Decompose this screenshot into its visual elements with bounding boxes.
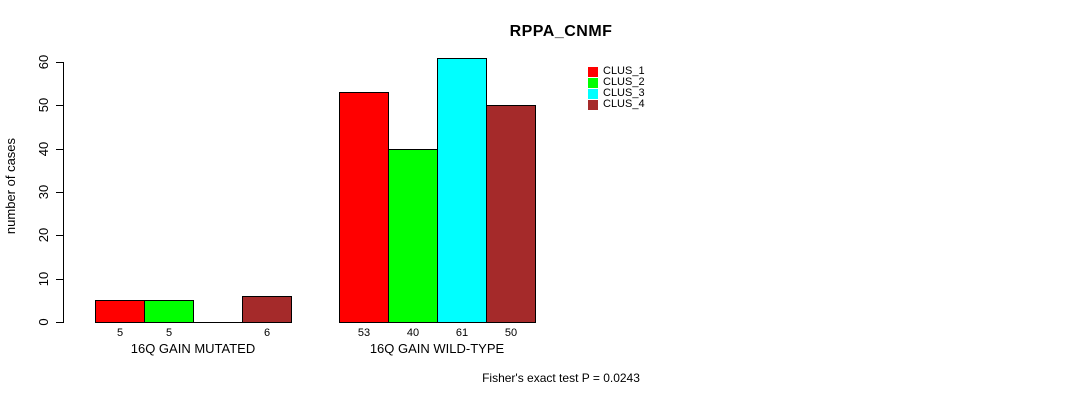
y-tick-label: 60 [36,54,51,70]
y-tick-label: 40 [36,141,51,157]
y-tick [56,105,63,106]
legend-row-clus_1: CLUS_1 [588,66,645,77]
bar-clus_2-mutated [144,300,194,323]
legend-label: CLUS_3 [603,87,645,99]
y-tick [56,235,63,236]
legend-label: CLUS_1 [603,65,645,77]
legend-swatch-clus_4 [588,99,598,110]
legend-row-clus_2: CLUS_2 [588,77,645,88]
legend-row-clus_4: CLUS_4 [588,99,645,110]
y-tick-label: 10 [36,271,51,287]
y-tick-label: 50 [36,97,51,113]
legend-swatch-clus_1 [588,66,598,77]
bar-clus_1-wildtype [339,92,389,323]
bar-value-label: 40 [406,327,420,339]
bar-clus_4-wildtype [486,105,536,323]
y-tick [56,192,63,193]
bar-clus_3-wildtype [437,58,487,323]
chart-title: RPPA_CNMF [509,23,613,40]
bar-clus_1-mutated [95,300,145,323]
y-tick [56,149,63,150]
legend-swatch-clus_2 [588,77,598,88]
y-axis-line [63,62,64,323]
legend-swatch-clus_3 [588,88,598,99]
y-axis-title: number of cases [3,137,18,235]
y-tick [56,62,63,63]
x-group-label: 16Q GAIN WILD-TYPE [369,341,505,356]
y-tick [56,322,63,323]
bar-clus_2-wildtype [388,149,438,323]
y-tick [56,279,63,280]
bar-value-label: 53 [357,327,371,339]
bar-value-label: 61 [455,327,469,339]
fisher-test-annotation: Fisher's exact test P = 0.0243 [482,371,640,385]
legend-row-clus_3: CLUS_3 [588,88,645,99]
legend-label: CLUS_4 [603,98,645,110]
bar-clus_4-mutated [242,296,292,323]
y-tick-label: 30 [36,184,51,200]
bar-value-label: 6 [263,327,271,339]
y-tick-label: 20 [36,227,51,243]
legend-label: CLUS_2 [603,76,645,88]
y-tick-label: 0 [36,318,51,326]
bar-clus_3-mutated-zero [193,322,243,323]
bar-value-label: 5 [165,327,173,339]
bar-value-label: 50 [504,327,518,339]
bar-value-label: 5 [116,327,124,339]
x-group-label: 16Q GAIN MUTATED [130,341,256,356]
legend: CLUS_1 CLUS_2 CLUS_3 CLUS_4 [588,66,645,110]
